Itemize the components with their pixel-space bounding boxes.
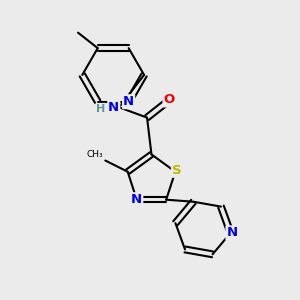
Text: S: S	[172, 164, 182, 177]
Text: N: N	[123, 95, 134, 108]
Text: N: N	[131, 193, 142, 206]
Text: N: N	[226, 226, 238, 239]
Text: N: N	[108, 101, 119, 114]
Text: CH₃: CH₃	[86, 150, 103, 159]
Text: O: O	[164, 93, 175, 106]
Text: H: H	[96, 104, 106, 114]
